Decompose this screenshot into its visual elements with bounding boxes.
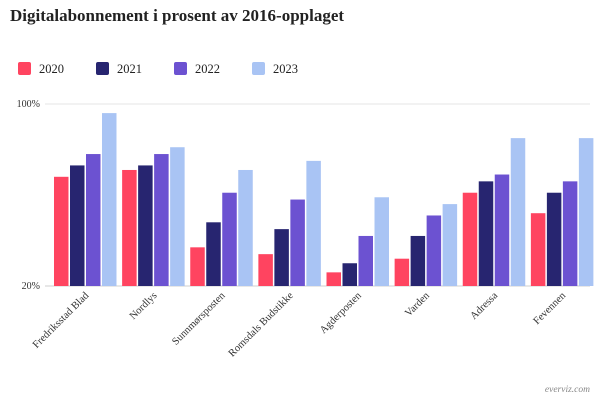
legend-label: 2020: [39, 62, 64, 76]
bar-2020[interactable]: [394, 258, 410, 286]
bar-2021[interactable]: [342, 263, 358, 286]
x-category-label: Romsdals Budstikke: [227, 290, 296, 359]
chart-title: Digitalabonnement i prosent av 2016-oppl…: [10, 6, 345, 25]
bar-2023[interactable]: [374, 197, 390, 286]
bar-2021[interactable]: [410, 235, 426, 286]
bar-2021[interactable]: [546, 192, 562, 286]
legend-swatch: [96, 62, 109, 75]
bar-2020[interactable]: [258, 254, 273, 286]
legend-label: 2021: [117, 62, 142, 76]
bar-2020[interactable]: [326, 272, 342, 286]
bar-2020[interactable]: [190, 247, 205, 286]
y-tick-label: 100%: [17, 99, 40, 110]
credit-text: everviz.com: [544, 385, 590, 395]
bar-2023[interactable]: [102, 113, 117, 286]
bar-2021[interactable]: [70, 165, 85, 286]
bar-2022[interactable]: [494, 174, 510, 286]
x-category-label: Adressa: [468, 290, 500, 322]
bar-2022[interactable]: [358, 235, 374, 286]
bar-2020[interactable]: [530, 213, 546, 286]
bar-2020[interactable]: [122, 169, 137, 286]
x-category-label: Varden: [403, 290, 432, 319]
bar-2023[interactable]: [238, 169, 253, 286]
bar-2023[interactable]: [306, 160, 321, 286]
bar-2020[interactable]: [462, 192, 478, 286]
legend-swatch: [252, 62, 265, 75]
bar-2021[interactable]: [138, 165, 153, 286]
x-category-label: Fevennen: [532, 290, 569, 327]
bar-2021[interactable]: [206, 222, 221, 286]
bar-2021[interactable]: [274, 229, 289, 286]
bar-2022[interactable]: [222, 192, 237, 286]
bar-2023[interactable]: [578, 138, 594, 286]
legend-swatch: [174, 62, 187, 75]
y-tick-label: 20%: [22, 281, 40, 292]
bar-2022[interactable]: [426, 215, 442, 286]
legend-swatch: [18, 62, 31, 75]
x-category-label: Agderposten: [318, 290, 364, 336]
bar-2022[interactable]: [154, 154, 169, 286]
bar-2020[interactable]: [54, 176, 69, 286]
bar-2023[interactable]: [170, 147, 185, 286]
bar-2022[interactable]: [562, 181, 578, 286]
bar-2023[interactable]: [442, 204, 458, 286]
bars-layer: [54, 113, 594, 286]
bar-2023[interactable]: [510, 138, 526, 286]
bar-2022[interactable]: [290, 199, 305, 286]
legend-label: 2022: [195, 62, 220, 76]
x-category-label: Fredriksstad Blad: [31, 290, 92, 351]
x-category-label: Nordlys: [128, 290, 160, 322]
legend-label: 2023: [273, 62, 298, 76]
bar-2021[interactable]: [478, 181, 494, 286]
x-category-label: Sunnmørsposten: [170, 290, 228, 348]
bar-2022[interactable]: [86, 154, 101, 286]
